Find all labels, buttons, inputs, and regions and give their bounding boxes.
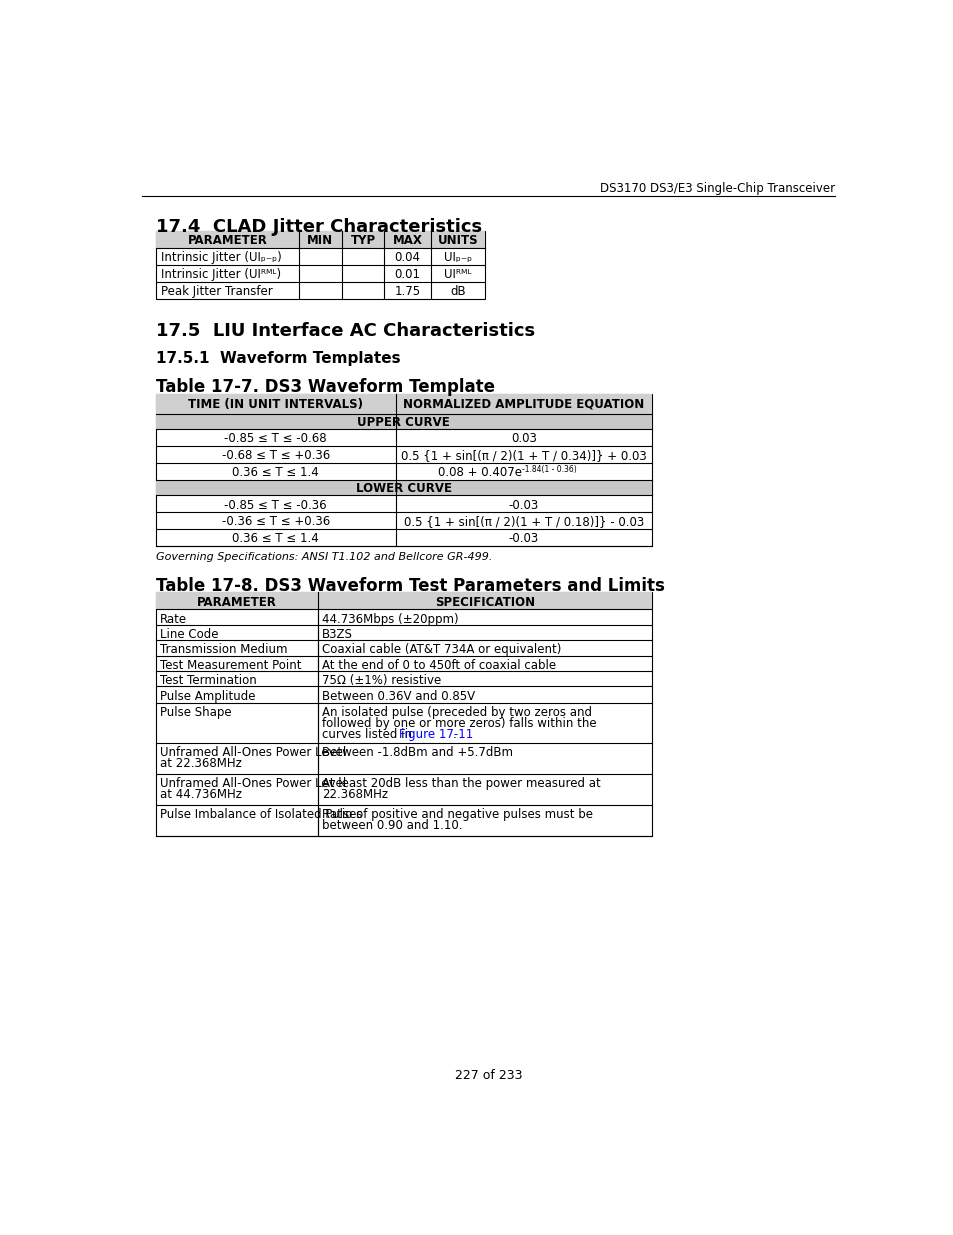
Text: followed by one or more zeros) falls within the: followed by one or more zeros) falls wit… — [322, 718, 597, 730]
Text: TIME (IN UNIT INTERVALS): TIME (IN UNIT INTERVALS) — [188, 398, 363, 411]
Text: Test Termination: Test Termination — [159, 674, 256, 687]
Text: 0.5 {1 + sin[(π / 2)(1 + T / 0.34)]} + 0.03: 0.5 {1 + sin[(π / 2)(1 + T / 0.34)]} + 0… — [400, 450, 646, 462]
Text: -1.84(1 - 0.36): -1.84(1 - 0.36) — [521, 464, 577, 474]
Text: PARAMETER: PARAMETER — [187, 235, 267, 247]
Text: 0.36 ≤ T ≤ 1.4: 0.36 ≤ T ≤ 1.4 — [233, 532, 319, 546]
Text: dB: dB — [450, 285, 465, 299]
Text: 17.4  CLAD Jitter Characteristics: 17.4 CLAD Jitter Characteristics — [155, 217, 481, 236]
Text: UNITS: UNITS — [437, 235, 477, 247]
Text: 227 of 233: 227 of 233 — [455, 1070, 522, 1082]
Text: 0.01: 0.01 — [395, 268, 420, 282]
Bar — [155, 593, 651, 609]
Text: curves listed in: curves listed in — [322, 727, 416, 741]
Text: Between 0.36V and 0.85V: Between 0.36V and 0.85V — [322, 689, 475, 703]
Text: 0.08 + 0.407e: 0.08 + 0.407e — [437, 466, 521, 479]
Text: Between -1.8dBm and +5.7dBm: Between -1.8dBm and +5.7dBm — [322, 746, 513, 760]
Text: Line Code: Line Code — [159, 627, 218, 641]
Text: 22.368MHz: 22.368MHz — [322, 788, 388, 802]
Text: NORMALIZED AMPLITUDE EQUATION: NORMALIZED AMPLITUDE EQUATION — [403, 398, 643, 411]
Bar — [155, 231, 484, 248]
Text: UIₚ₋ₚ: UIₚ₋ₚ — [443, 252, 472, 264]
Text: 0.04: 0.04 — [395, 252, 420, 264]
Text: Transmission Medium: Transmission Medium — [159, 643, 287, 656]
Text: 75Ω (±1%) resistive: 75Ω (±1%) resistive — [322, 674, 441, 687]
Text: at 44.736MHz: at 44.736MHz — [159, 788, 241, 802]
Text: Ratio of positive and negative pulses must be: Ratio of positive and negative pulses mu… — [322, 808, 593, 821]
Text: -0.36 ≤ T ≤ +0.36: -0.36 ≤ T ≤ +0.36 — [221, 515, 330, 529]
Text: .: . — [452, 727, 456, 741]
Text: Test Measurement Point: Test Measurement Point — [159, 658, 301, 672]
Text: UIᴿᴹᴸ: UIᴿᴹᴸ — [444, 268, 471, 282]
Text: Peak Jitter Transfer: Peak Jitter Transfer — [161, 285, 273, 299]
Text: -0.03: -0.03 — [508, 499, 538, 511]
Text: MAX: MAX — [393, 235, 422, 247]
Text: -0.03: -0.03 — [508, 532, 538, 546]
Text: 44.736Mbps (±20ppm): 44.736Mbps (±20ppm) — [322, 613, 458, 625]
Text: Coaxial cable (AT&T 734A or equivalent): Coaxial cable (AT&T 734A or equivalent) — [322, 643, 561, 656]
Text: LOWER CURVE: LOWER CURVE — [355, 483, 451, 495]
Text: Pulse Shape: Pulse Shape — [159, 706, 231, 720]
Text: At the end of 0 to 450ft of coaxial cable: At the end of 0 to 450ft of coaxial cabl… — [322, 658, 556, 672]
Text: Unframed All-Ones Power Level: Unframed All-Ones Power Level — [159, 746, 345, 760]
Text: between 0.90 and 1.10.: between 0.90 and 1.10. — [322, 819, 462, 832]
Text: TYP: TYP — [350, 235, 375, 247]
Text: Figure 17-11: Figure 17-11 — [398, 727, 473, 741]
Text: -0.85 ≤ T ≤ -0.36: -0.85 ≤ T ≤ -0.36 — [224, 499, 327, 511]
Text: PARAMETER: PARAMETER — [197, 595, 276, 609]
Text: Table 17-7. DS3 Waveform Template: Table 17-7. DS3 Waveform Template — [155, 378, 495, 396]
Text: at 22.368MHz: at 22.368MHz — [159, 757, 241, 771]
Text: Pulse Amplitude: Pulse Amplitude — [159, 689, 254, 703]
Text: An isolated pulse (preceded by two zeros and: An isolated pulse (preceded by two zeros… — [322, 706, 592, 720]
Text: At least 20dB less than the power measured at: At least 20dB less than the power measur… — [322, 777, 600, 790]
Text: -0.68 ≤ T ≤ +0.36: -0.68 ≤ T ≤ +0.36 — [221, 450, 330, 462]
Text: 17.5.1  Waveform Templates: 17.5.1 Waveform Templates — [155, 352, 400, 367]
Text: -0.85 ≤ T ≤ -0.68: -0.85 ≤ T ≤ -0.68 — [224, 432, 327, 446]
Text: 0.03: 0.03 — [510, 432, 537, 446]
Bar — [155, 394, 651, 414]
Text: Intrinsic Jitter (UIₚ₋ₚ): Intrinsic Jitter (UIₚ₋ₚ) — [161, 252, 281, 264]
Text: MIN: MIN — [307, 235, 334, 247]
Text: Table 17-8. DS3 Waveform Test Parameters and Limits: Table 17-8. DS3 Waveform Test Parameters… — [155, 577, 664, 595]
Text: Unframed All-Ones Power Level: Unframed All-Ones Power Level — [159, 777, 345, 790]
Bar — [155, 414, 651, 430]
Text: 0.5 {1 + sin[(π / 2)(1 + T / 0.18)]} - 0.03: 0.5 {1 + sin[(π / 2)(1 + T / 0.18)]} - 0… — [403, 515, 643, 529]
Text: 0.36 ≤ T ≤ 1.4: 0.36 ≤ T ≤ 1.4 — [233, 466, 319, 479]
Text: B3ZS: B3ZS — [322, 627, 353, 641]
Text: Intrinsic Jitter (UIᴿᴹᴸ): Intrinsic Jitter (UIᴿᴹᴸ) — [161, 268, 281, 282]
Text: 1.75: 1.75 — [395, 285, 420, 299]
Text: 17.5  LIU Interface AC Characteristics: 17.5 LIU Interface AC Characteristics — [155, 322, 535, 340]
Text: UPPER CURVE: UPPER CURVE — [357, 416, 450, 429]
Text: Rate: Rate — [159, 613, 187, 625]
Text: DS3170 DS3/E3 Single-Chip Transceiver: DS3170 DS3/E3 Single-Chip Transceiver — [599, 182, 835, 195]
Bar — [155, 394, 651, 546]
Bar — [155, 480, 651, 495]
Bar — [155, 593, 651, 836]
Bar — [155, 231, 484, 299]
Text: Pulse Imbalance of Isolated Pulses: Pulse Imbalance of Isolated Pulses — [159, 808, 362, 821]
Text: SPECIFICATION: SPECIFICATION — [435, 595, 535, 609]
Text: Governing Specifications: ANSI T1.102 and Bellcore GR-499.: Governing Specifications: ANSI T1.102 an… — [155, 552, 492, 562]
